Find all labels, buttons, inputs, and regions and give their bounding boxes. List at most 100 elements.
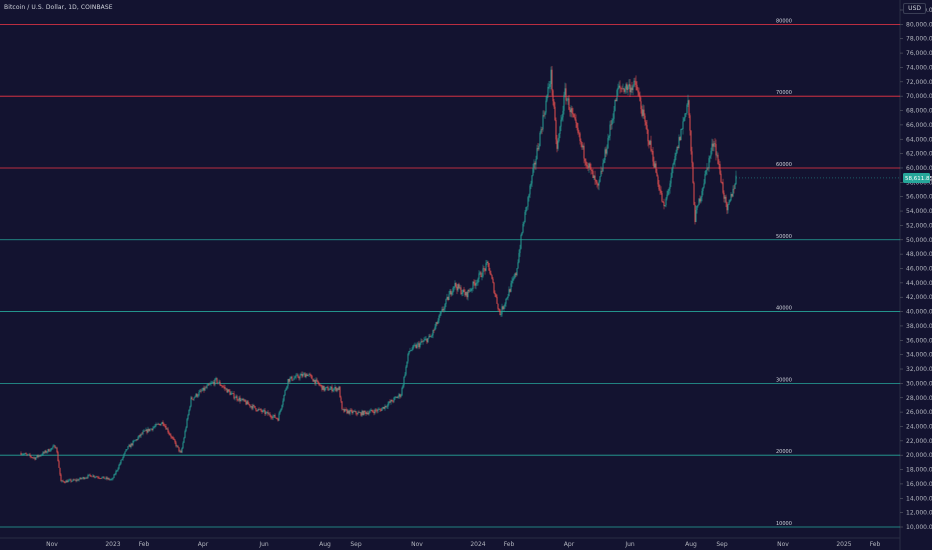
candle-body [214,378,216,385]
candle-body [239,397,241,402]
candle-body [499,309,501,315]
x-tick-label: 2023 [105,541,120,548]
y-tick-label: 64,000.00 [906,136,932,143]
candle-body [630,87,632,93]
candle-body [107,478,109,480]
candle-body [337,388,339,390]
candle-body [219,381,221,386]
candle-body [504,303,506,307]
y-tick-label: 68,000.00 [906,108,932,115]
candle-body [127,446,129,450]
candle-body [305,374,307,378]
y-tick-label: 16,000.00 [906,481,932,488]
candle-body [474,283,476,286]
candle-body [656,172,658,177]
candle-body [334,386,336,389]
candle-body [544,112,546,116]
candle-body [186,419,188,428]
candle-body [383,406,385,409]
candle-body [365,412,367,414]
candle-body [732,188,734,197]
candle-body [113,474,115,479]
candle-body [203,387,205,391]
candle-body [470,289,472,291]
candle-body [162,422,164,425]
candle-body [37,455,39,457]
candle-body [718,163,720,165]
candle-body [72,479,74,481]
candle-body [502,306,504,310]
level-label: 70000 [776,90,792,96]
x-tick-label: Apr [198,541,209,548]
candle-body [411,349,413,351]
candle-body [403,376,405,386]
candle-body [236,396,238,400]
candle-body [302,373,304,377]
candle-body [616,90,618,102]
candle-body [199,390,201,392]
candle-body [274,414,276,418]
candle-body [521,232,523,236]
candle-body [343,409,345,412]
candle-body [356,413,358,415]
candle-body [213,382,215,385]
candle-body [354,411,356,412]
candle-body [641,109,643,116]
x-tick-label: 2025 [836,541,851,548]
candle-body [388,401,390,404]
candle-body [548,86,550,88]
y-tick-label: 14,000.00 [906,495,932,502]
candle-body [715,144,717,156]
candle-body [603,160,605,163]
currency-button[interactable]: USD [903,3,926,14]
y-tick-label: 38,000.00 [906,323,932,330]
candle-body [86,477,88,479]
candle-body [551,69,553,91]
candle-body [100,478,102,480]
candle-body [402,385,404,388]
candle-body [693,182,695,205]
candle-body [292,379,294,381]
candle-body [295,375,297,378]
candle-body [148,428,150,431]
candle-body [175,442,177,447]
candle-body [546,95,548,101]
candle-body [540,129,542,133]
candle-body [719,164,721,174]
candle-body [687,100,689,105]
candle-body [511,280,513,284]
candle-body [224,386,226,389]
candle-body [345,409,347,410]
candle-body [45,450,47,453]
candle-body [671,168,673,178]
candle-body [289,378,291,382]
candle-body [351,410,353,414]
candle-body [545,100,547,113]
candle-body [523,222,525,225]
candle-body [510,283,512,292]
candle-body [102,476,104,478]
candle-body [116,470,118,472]
candle-body [458,284,460,289]
candle-body [362,411,364,416]
candle-body [430,336,432,337]
y-tick-label: 32,000.00 [906,366,932,373]
candle-body [688,100,690,116]
candle-body [589,163,591,168]
candle-body [133,440,135,442]
x-tick-label: 2024 [470,541,485,548]
candle-body [561,117,563,120]
candle-body [633,80,635,86]
candle-body [67,480,69,483]
candle-body [372,411,374,412]
candle-body [652,151,654,162]
candle-body [353,411,355,413]
candle-body [361,411,363,416]
candle-body [123,453,125,457]
level-label: 80000 [776,18,792,24]
candle-body [697,205,699,207]
candle-body [65,480,67,483]
candle-body [181,448,183,453]
candle-body [506,297,508,299]
candle-body [646,125,648,130]
